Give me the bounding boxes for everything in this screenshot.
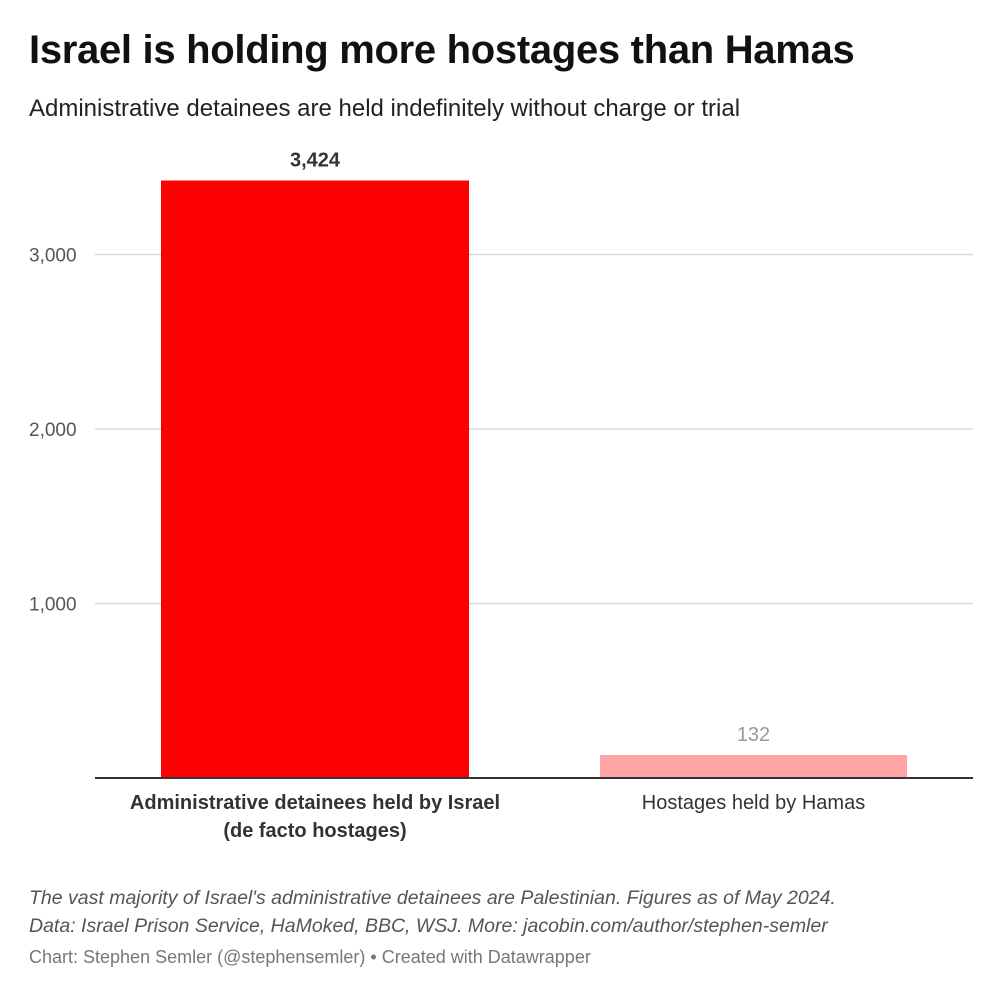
chart-subtitle: Administrative detainees are held indefi… [29, 95, 741, 122]
bar [600, 754, 907, 778]
x-category-label: (de facto hostages) [223, 820, 406, 842]
y-tick-label: 2,000 [29, 420, 77, 441]
bar-value-label: 3,424 [290, 150, 341, 172]
chart-notes: The vast majority of Israel's administra… [29, 884, 836, 940]
bar-value-label: 132 [737, 724, 770, 746]
x-category-label: Administrative detainees held by Israel [130, 792, 500, 814]
chart-title: Israel is holding more hostages than Ham… [29, 28, 855, 72]
source-line: Data: Israel Prison Service, HaMoked, BB… [29, 915, 828, 937]
byline: Chart: Stephen Semler (@stephensemler) •… [29, 947, 591, 967]
bar-chart: 1,000 2,000 3,000 3,424 Administrative detai… [29, 150, 973, 842]
x-category-label: Hostages held by Hamas [642, 792, 865, 814]
note-line: The vast majority of Israel's administra… [29, 887, 836, 909]
bar [161, 180, 469, 779]
y-tick-label: 3,000 [29, 246, 77, 267]
y-tick-label: 1,000 [29, 595, 77, 616]
